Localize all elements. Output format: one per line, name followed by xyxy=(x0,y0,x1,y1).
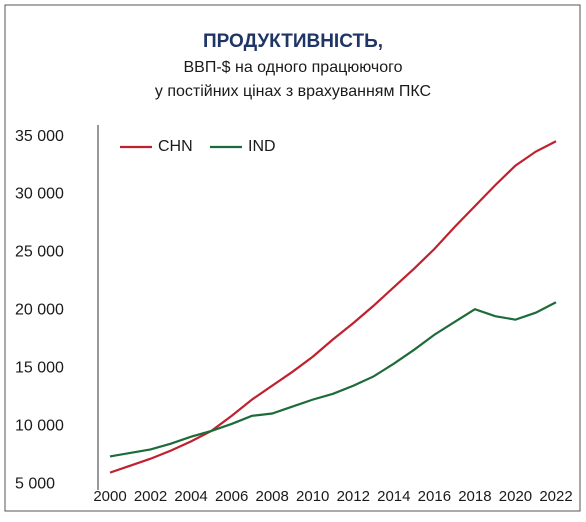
frame xyxy=(4,4,581,512)
x-tick-label: 2000 xyxy=(93,488,126,505)
y-tick-label: 20 000 xyxy=(15,302,64,319)
y-tick-label: 25 000 xyxy=(15,244,64,261)
series-line xyxy=(109,301,557,458)
series-line xyxy=(109,140,557,474)
chart-title: ПРОДУКТИВНІСТЬ, xyxy=(203,31,383,52)
y-tick-label: 15 000 xyxy=(15,360,64,377)
legend-label: CHN xyxy=(158,138,193,155)
x-tick-label: 2002 xyxy=(134,488,167,505)
x-tick-label: 2012 xyxy=(337,488,370,505)
x-tick-label: 2006 xyxy=(215,488,248,505)
x-tick-label: 2014 xyxy=(377,488,410,505)
x-tick-label: 2018 xyxy=(458,488,491,505)
x-tick-label: 2022 xyxy=(539,488,572,505)
x-tick-label: 2010 xyxy=(296,488,329,505)
x-tick-label: 2008 xyxy=(255,488,288,505)
legend-label: IND xyxy=(248,138,276,155)
x-tick-label: 2004 xyxy=(174,488,207,505)
y-tick-label: 35 000 xyxy=(15,128,64,145)
chart-subtitle: у постійних цінах з врахуванням ПКС xyxy=(155,83,431,100)
y-tick-label: 10 000 xyxy=(15,417,64,434)
y-tick-label: 30 000 xyxy=(15,186,64,203)
y-tick-label: 5 000 xyxy=(15,475,55,492)
chart-subtitle: ВВП-$ на одного працюючого xyxy=(183,59,402,76)
x-tick-label: 2020 xyxy=(499,488,532,505)
x-tick-label: 2016 xyxy=(418,488,451,505)
